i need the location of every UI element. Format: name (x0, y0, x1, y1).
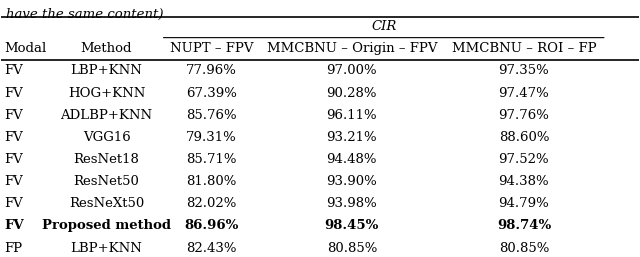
Text: 93.98%: 93.98% (326, 197, 377, 210)
Text: 77.96%: 77.96% (186, 64, 237, 77)
Text: FV: FV (4, 219, 24, 232)
Text: LBP+KNN: LBP+KNN (70, 242, 143, 254)
Text: 82.02%: 82.02% (186, 197, 237, 210)
Text: 82.43%: 82.43% (186, 242, 237, 254)
Text: FV: FV (4, 153, 23, 166)
Text: 90.28%: 90.28% (326, 87, 377, 99)
Text: ResNeXt50: ResNeXt50 (69, 197, 144, 210)
Text: 96.11%: 96.11% (326, 109, 377, 122)
Text: 80.85%: 80.85% (499, 242, 549, 254)
Text: ResNet50: ResNet50 (74, 175, 140, 188)
Text: Proposed method: Proposed method (42, 219, 171, 232)
Text: 97.35%: 97.35% (499, 64, 549, 77)
Text: 67.39%: 67.39% (186, 87, 237, 99)
Text: 85.76%: 85.76% (186, 109, 237, 122)
Text: 97.47%: 97.47% (499, 87, 549, 99)
Text: 97.52%: 97.52% (499, 153, 549, 166)
Text: 97.76%: 97.76% (499, 109, 549, 122)
Text: 97.00%: 97.00% (326, 64, 377, 77)
Text: 94.38%: 94.38% (499, 175, 549, 188)
Text: 85.71%: 85.71% (186, 153, 237, 166)
Text: 94.79%: 94.79% (499, 197, 549, 210)
Text: CIR: CIR (371, 20, 396, 33)
Text: 94.48%: 94.48% (326, 153, 377, 166)
Text: HOG+KNN: HOG+KNN (68, 87, 145, 99)
Text: FV: FV (4, 87, 23, 99)
Text: ADLBP+KNN: ADLBP+KNN (60, 109, 152, 122)
Text: 88.60%: 88.60% (499, 131, 549, 144)
Text: LBP+KNN: LBP+KNN (70, 64, 143, 77)
Text: FV: FV (4, 197, 23, 210)
Text: MMCBNU – ROI – FP: MMCBNU – ROI – FP (452, 42, 596, 55)
Text: Method: Method (81, 42, 132, 55)
Text: 81.80%: 81.80% (186, 175, 237, 188)
Text: 80.85%: 80.85% (326, 242, 377, 254)
Text: FP: FP (4, 242, 22, 254)
Text: 86.96%: 86.96% (184, 219, 239, 232)
Text: 79.31%: 79.31% (186, 131, 237, 144)
Text: FV: FV (4, 131, 23, 144)
Text: Modal: Modal (4, 42, 47, 55)
Text: 93.90%: 93.90% (326, 175, 377, 188)
Text: FV: FV (4, 175, 23, 188)
Text: MMCBNU – Origin – FPV: MMCBNU – Origin – FPV (267, 42, 437, 55)
Text: VGG16: VGG16 (83, 131, 131, 144)
Text: FV: FV (4, 64, 23, 77)
Text: 98.74%: 98.74% (497, 219, 551, 232)
Text: ResNet18: ResNet18 (74, 153, 140, 166)
Text: NUPT – FPV: NUPT – FPV (170, 42, 253, 55)
Text: 98.45%: 98.45% (324, 219, 379, 232)
Text: have the same content): have the same content) (6, 8, 164, 21)
Text: FV: FV (4, 109, 23, 122)
Text: 93.21%: 93.21% (326, 131, 377, 144)
